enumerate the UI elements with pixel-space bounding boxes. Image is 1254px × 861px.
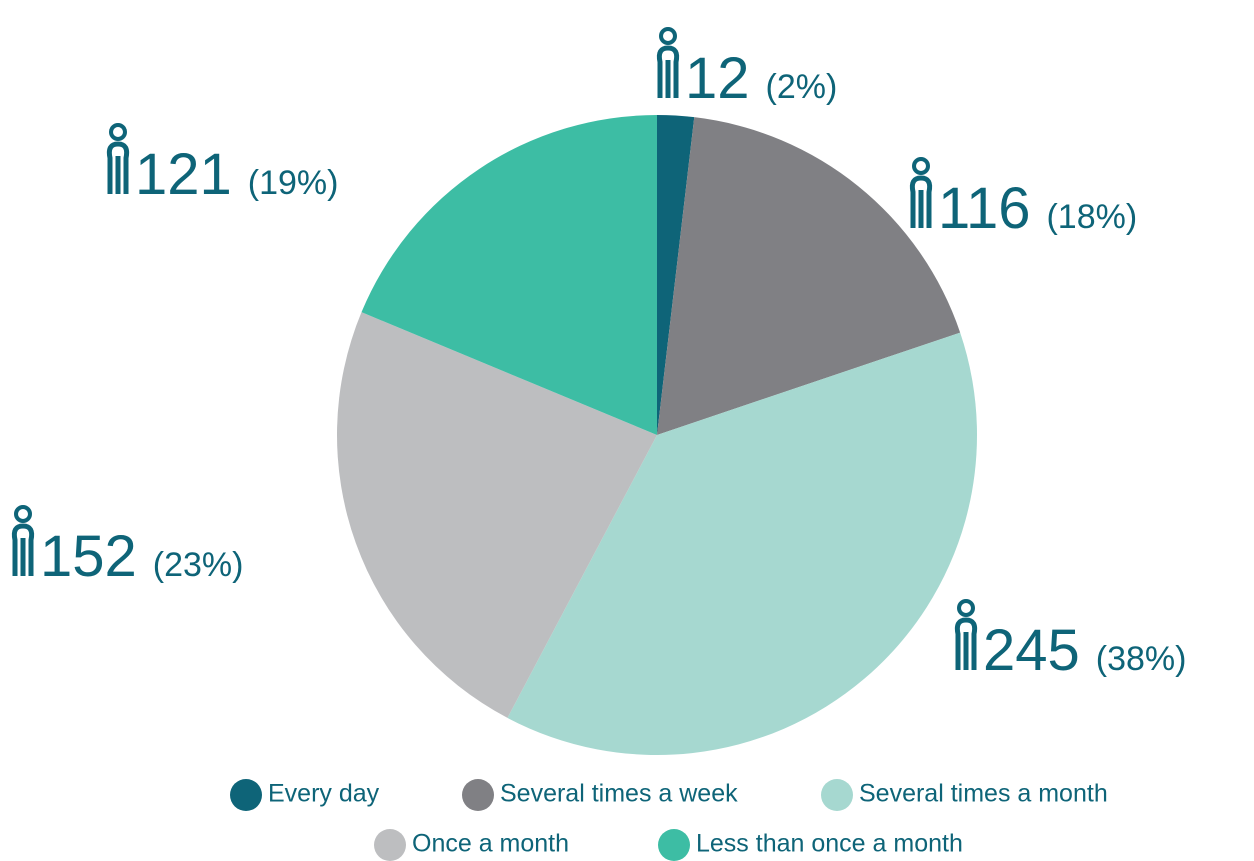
data-label: 245 (38%) [954,599,1187,683]
pie-slice [361,115,657,435]
pie-slice [657,117,961,436]
value-label: 245 [983,618,1080,683]
person-icon-body [11,523,35,576]
pie-slice [507,332,977,755]
person-icon-body [656,45,680,98]
legend-label: Once a month [412,830,569,858]
person-icon-body [106,141,130,194]
legend-label: Several times a week [500,780,738,808]
value-label: 12 [685,46,750,111]
value-label: 152 [40,524,137,589]
pie-slice [657,115,695,435]
legend-label: Less than once a month [696,830,963,858]
percent-label: (38%) [1096,640,1187,678]
person-icon-body [954,617,978,670]
percent-label: (18%) [1046,198,1137,236]
percent-label: (23%) [153,546,244,584]
legend-label: Every day [268,780,380,808]
legend-swatch [821,779,853,811]
person-icon-head [14,505,32,523]
data-label: 116 (18%) [909,157,1137,241]
person-icon-head [957,599,975,617]
data-label: 121 (19%) [106,123,339,207]
person-icon-head [912,157,930,175]
percent-label: (2%) [766,68,838,106]
legend-swatch [374,829,406,861]
person-icon-head [109,123,127,141]
value-label: 116 [938,176,1030,241]
pie-slice [336,312,657,718]
legend-label: Several times a month [859,780,1108,808]
value-label: 121 [135,142,232,207]
person-icon-head [659,27,677,45]
legend-swatch [462,779,494,811]
percent-label: (19%) [248,164,339,202]
person-icon-body [909,175,933,228]
legend-swatch [230,779,262,811]
data-label: 12 (2%) [656,27,838,111]
data-label: 152 (23%) [11,505,244,589]
legend-swatch [658,829,690,861]
